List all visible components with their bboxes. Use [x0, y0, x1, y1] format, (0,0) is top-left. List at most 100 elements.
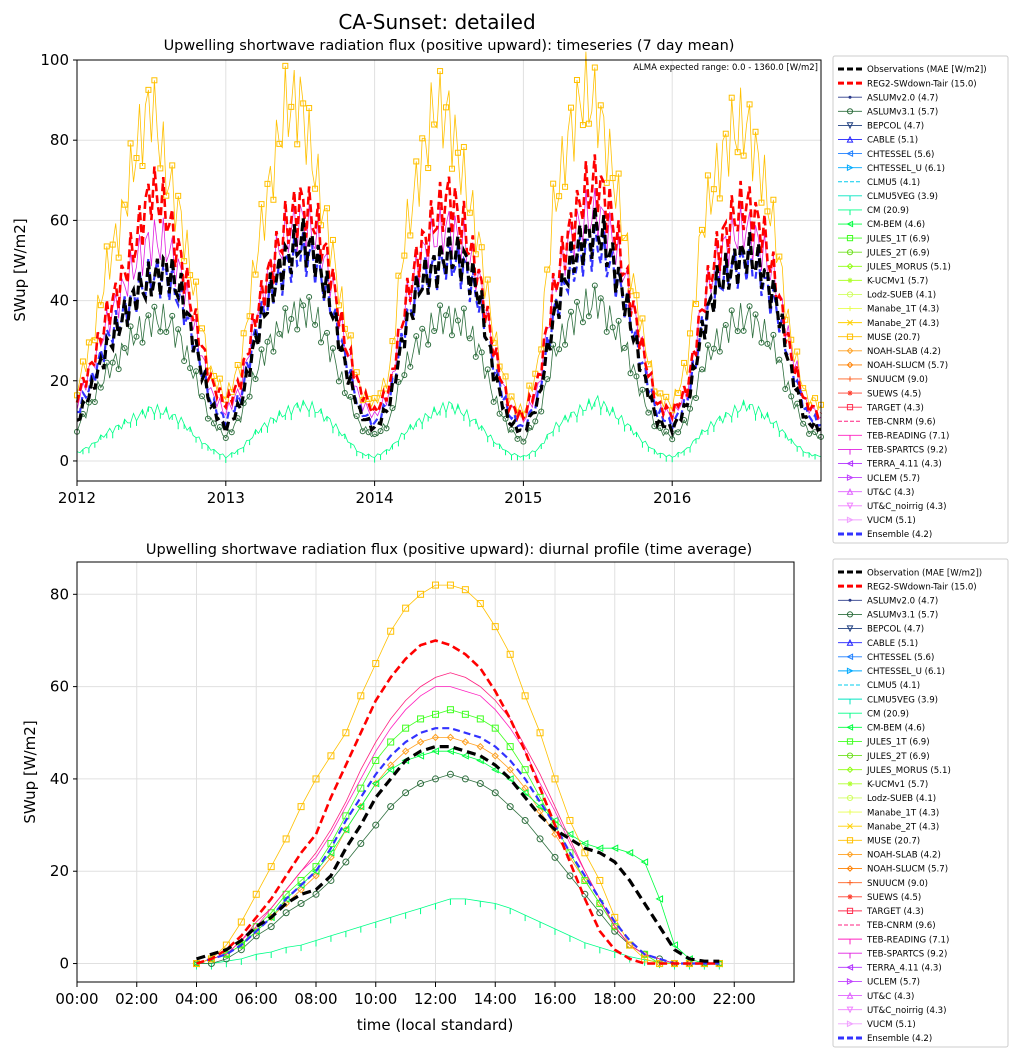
marker-asl3 — [163, 329, 170, 336]
marker-muse — [812, 395, 819, 402]
marker-asl3 — [306, 293, 313, 300]
legend-entry-label: CM-BEM (4.6) — [867, 220, 925, 230]
series-line-asl3 — [196, 773, 720, 964]
marker-muse — [91, 337, 98, 344]
legend-entry-label: MUSE (20.7) — [867, 836, 920, 846]
marker-muse — [169, 162, 176, 169]
legend-entry-label: JULES_MORUS (5.1) — [866, 766, 951, 776]
series-line-reg2 — [196, 639, 720, 965]
marker-muse — [704, 172, 711, 179]
legend-marker — [846, 723, 854, 731]
legend-entry-label: VUCM (5.1) — [867, 1020, 916, 1030]
legend-entry-label: Manabe_1T (4.3) — [867, 808, 939, 818]
legend-marker — [846, 667, 854, 675]
legend-frame — [832, 55, 1009, 544]
marker-asl3 — [544, 376, 551, 383]
series-line-muse — [76, 51, 822, 416]
marker-muse — [764, 208, 771, 215]
legend-entry-label: TARGET (4.3) — [866, 403, 924, 413]
diurnal-series — [192, 581, 724, 970]
marker-muse — [687, 330, 694, 337]
marker-asl3 — [103, 359, 110, 366]
marker-muse — [752, 128, 759, 135]
marker-asl3 — [169, 312, 176, 319]
legend-marker — [846, 907, 854, 914]
marker-asl3 — [461, 775, 469, 783]
marker-asl3 — [222, 434, 229, 441]
marker-cmb — [356, 802, 365, 811]
series-line-obs — [76, 206, 822, 440]
marker-noah — [431, 733, 440, 742]
y-tick-label: 60 — [50, 211, 69, 229]
marker-asl3 — [693, 395, 700, 402]
marker-asl3 — [270, 348, 277, 355]
marker-asl3 — [621, 344, 628, 351]
marker-muse — [476, 600, 484, 608]
marker-muse — [139, 162, 146, 169]
marker-asl3 — [216, 423, 223, 430]
marker-muse — [145, 86, 152, 93]
legend-entry-label: ASLUMv3.1 (5.7) — [867, 611, 938, 621]
marker-muse — [657, 390, 664, 397]
marker-asl3 — [506, 803, 514, 811]
legend-entry-label: Observations (MAE [W/m2]) — [867, 65, 987, 75]
legend-entry-label: CM-BEM (4.6) — [867, 724, 925, 734]
marker-asl3 — [490, 398, 497, 405]
marker-noah — [416, 738, 425, 746]
legend-marker — [846, 164, 854, 172]
marker-muse — [413, 158, 420, 165]
legend-entry-label: CLMU5VEG (3.9) — [867, 192, 938, 202]
y-tick-label: 40 — [50, 292, 69, 310]
timeseries-title: Upwelling shortwave radiation flux (posi… — [164, 38, 735, 54]
legend-marker — [846, 404, 854, 411]
marker-asl3 — [728, 307, 735, 314]
marker-muse — [621, 234, 628, 241]
marker-muse — [357, 692, 365, 700]
marker-jul1 — [446, 706, 454, 714]
marker-muse — [693, 301, 700, 308]
series-line-obs — [196, 745, 720, 963]
marker-muse — [276, 140, 283, 147]
marker-muse — [329, 236, 336, 243]
y-tick-label: 60 — [50, 678, 69, 696]
marker-muse — [551, 775, 559, 783]
series-line-muse — [196, 584, 720, 964]
marker-asl3 — [329, 345, 336, 352]
marker-asl3 — [246, 393, 253, 400]
marker-asl3 — [258, 346, 265, 353]
marker-asl3 — [698, 366, 705, 373]
marker-cmb — [610, 844, 619, 852]
marker-asl3 — [496, 410, 503, 417]
marker-asl3 — [615, 317, 622, 324]
marker-muse — [312, 775, 320, 783]
marker-noah — [282, 899, 290, 908]
legend-marker — [847, 319, 853, 326]
marker-muse — [484, 276, 491, 283]
diurnal-ticks: 0 20 40 60 80 00:00 02:00 04:00 06:00 08:00 10:00 1… — [50, 585, 756, 1008]
marker-jul1 — [521, 766, 529, 774]
marker-muse — [237, 918, 245, 926]
marker-muse — [506, 650, 514, 658]
marker-asl3 — [210, 420, 217, 427]
marker-muse — [698, 226, 705, 233]
legend-entry-label: CM (20.9) — [867, 206, 909, 216]
marker-asl3 — [740, 327, 747, 334]
marker-muse — [508, 393, 515, 400]
series-line-cm — [76, 394, 822, 459]
marker-muse — [193, 278, 200, 285]
marker-muse — [252, 271, 259, 278]
alma-range-annotation: ALMA expected range: 0.0 - 1360.0 [W/m2] — [633, 63, 818, 73]
legend-entry-label: REG2-SWdown-Tair (15.0) — [867, 582, 977, 592]
legend-marker — [846, 611, 854, 618]
marker-muse — [258, 201, 265, 208]
marker-jul1 — [297, 876, 305, 884]
legend-entry-label: JULES_1T (6.9) — [866, 234, 930, 244]
marker-asl3 — [175, 326, 182, 333]
marker-muse — [448, 165, 455, 172]
marker-asl3 — [764, 340, 771, 347]
marker-jul1 — [491, 724, 499, 732]
marker-muse — [395, 272, 402, 279]
marker-muse — [566, 816, 574, 824]
marker-asl3 — [389, 405, 396, 412]
x-tick-label: 02:00 — [115, 990, 158, 1008]
